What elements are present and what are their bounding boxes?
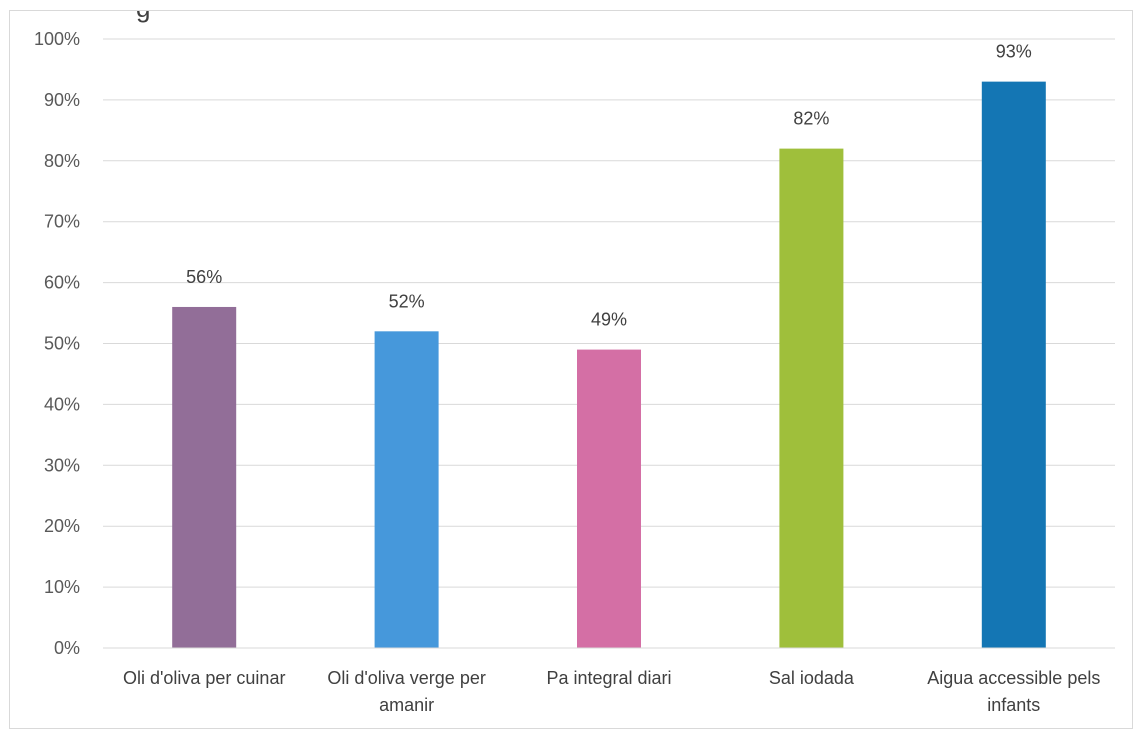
y-tick-label: 50%: [44, 334, 80, 354]
y-tick-label: 20%: [44, 516, 80, 536]
y-tick-label: 80%: [44, 151, 80, 171]
bar: [779, 148, 844, 648]
data-label: 52%: [389, 291, 425, 311]
y-tick-label: 60%: [44, 273, 80, 293]
bar: [577, 349, 641, 648]
bars: [172, 81, 1046, 648]
x-tick-label: Aigua accessible pels infants: [927, 668, 1100, 715]
x-tick-label: Pa integral diari: [546, 668, 671, 688]
bar: [981, 81, 1046, 648]
x-axis-category-labels: Oli d'oliva per cuinar Oli d'oliva verge …: [123, 668, 1100, 715]
y-tick-label: 30%: [44, 455, 80, 475]
data-label: 56%: [186, 267, 222, 287]
chart-frame: g: [9, 10, 1133, 729]
y-tick-label: 10%: [44, 577, 80, 597]
data-labels: 56% 52% 49% 82% 93%: [186, 42, 1032, 330]
y-axis-tick-labels: 0% 10% 20% 30% 40% 50% 60% 70% 80% 90% 100%: [34, 29, 80, 658]
bar: [172, 306, 237, 648]
y-tick-label: 40%: [44, 394, 80, 414]
y-tick-label: 0%: [54, 638, 80, 658]
bar: [374, 331, 439, 648]
chart-title: g: [136, 11, 150, 24]
data-label: 93%: [996, 42, 1032, 62]
data-label: 49%: [591, 310, 627, 330]
x-tick-label: Oli d'oliva verge per amanir: [327, 668, 486, 715]
x-tick-label: Oli d'oliva per cuinar: [123, 668, 286, 688]
y-tick-label: 100%: [34, 29, 80, 49]
y-tick-label: 70%: [44, 212, 80, 232]
x-tick-label: Sal iodada: [769, 668, 855, 688]
data-label: 82%: [793, 109, 829, 129]
y-tick-label: 90%: [44, 90, 80, 110]
